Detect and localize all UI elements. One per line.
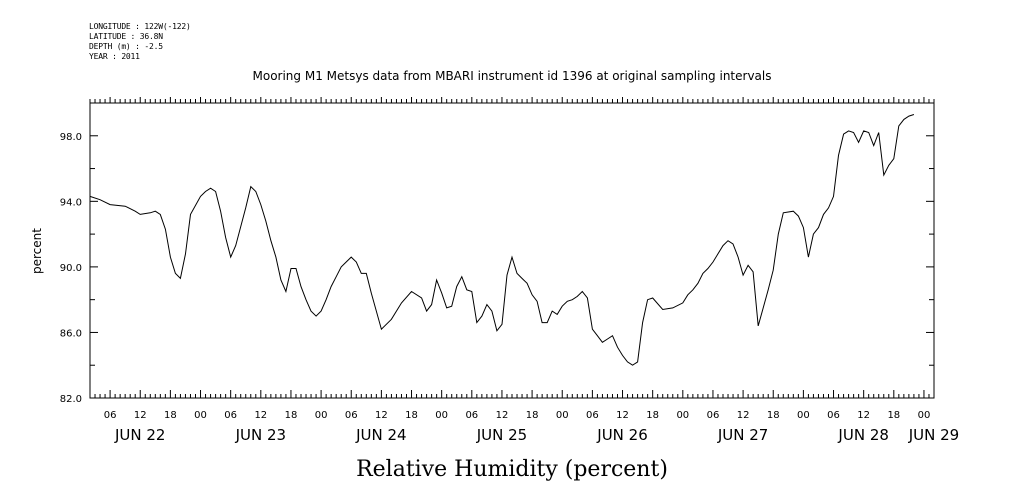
x-hour-label: 06 [707,410,720,421]
x-hour-label: 18 [646,410,659,421]
x-hour-label: 00 [194,410,207,421]
x-hour-label: 06 [224,410,237,421]
chart-title: Mooring M1 Metsys data from MBARI instru… [253,69,772,83]
x-date-label: JUN 29 [908,426,959,444]
x-hour-label: 06 [827,410,840,421]
x-hour-label: 06 [104,410,117,421]
y-tick-label: 94.0 [60,197,82,208]
x-hour-label: 12 [496,410,509,421]
x-axis-label: Relative Humidity (percent) [356,457,668,482]
x-hour-label: 06 [586,410,599,421]
y-tick-label: 86.0 [60,328,82,339]
x-hour-label: 18 [285,410,298,421]
x-hour-label: 00 [556,410,569,421]
y-tick-label: 90.0 [60,263,82,274]
y-axis-label: percent [30,228,44,274]
x-hour-label: 12 [375,410,388,421]
humidity-series-line [89,114,915,366]
x-date-label: JUN 27 [717,426,768,444]
depth-label: DEPTH (m) : -2.5 [89,42,163,51]
station-metadata: LONGITUDE : 122W(-122) LATITUDE : 36.8N … [89,22,191,62]
x-hour-label: 00 [797,410,810,421]
year-label: YEAR : 2011 [89,52,140,61]
x-date-label: JUN 26 [596,426,647,444]
series-group [89,114,915,366]
x-date-label: JUN 22 [114,426,165,444]
x-date-label: JUN 28 [837,426,888,444]
x-hour-label: 18 [164,410,177,421]
x-hour-label: 18 [887,410,900,421]
x-hour-label: 12 [134,410,147,421]
x-hour-label: 12 [857,410,870,421]
x-date-label: JUN 24 [355,426,406,444]
latitude-label: LATITUDE : 36.8N [89,32,163,41]
x-date-label: JUN 25 [476,426,527,444]
plot-axes: 82.0 86.0 90.0 94.0 98.0 06 12 18 00 06 12 18 00 06 12… [60,97,959,444]
x-hour-label: 00 [676,410,689,421]
y-tick-label: 82.0 [60,394,82,405]
longitude-label: LONGITUDE : 122W(-122) [89,22,191,31]
x-hour-label: 12 [254,410,267,421]
x-hour-label: 18 [767,410,780,421]
x-hour-label: 06 [465,410,478,421]
x-hour-label: 12 [737,410,750,421]
x-hour-label: 00 [315,410,328,421]
x-hour-label: 18 [405,410,418,421]
x-hour-label: 12 [616,410,629,421]
x-hour-label: 00 [435,410,448,421]
x-date-label: JUN 23 [235,426,286,444]
x-hour-label: 00 [918,410,931,421]
x-hour-label: 18 [526,410,539,421]
y-tick-label: 98.0 [60,132,82,143]
x-hour-label: 06 [345,410,358,421]
